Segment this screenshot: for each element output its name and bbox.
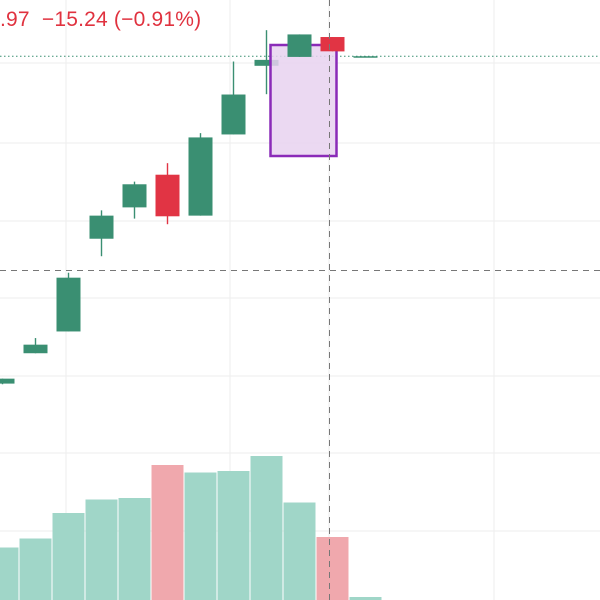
- volume-bar: [316, 537, 349, 600]
- candle-body: [0, 378, 15, 384]
- volume-bar: [85, 499, 118, 600]
- volume-bar: [217, 471, 250, 600]
- volume-bar: [151, 465, 184, 600]
- volume-bar: [349, 597, 382, 600]
- ohlc-legend: .97 −15.24 (−0.91%): [0, 8, 202, 31]
- volume-bars: [0, 456, 382, 600]
- volume-bar: [0, 547, 19, 600]
- candle-body: [56, 277, 81, 332]
- volume-bar: [184, 472, 217, 600]
- candle-body: [254, 59, 279, 66]
- highlight-box[interactable]: [269, 34, 345, 158]
- candle-body: [89, 215, 114, 239]
- candle-body: [188, 137, 213, 216]
- selection-rectangle: [269, 43, 338, 158]
- candle-body: [287, 34, 312, 57]
- candle-body: [155, 174, 180, 217]
- candle-body: [122, 184, 147, 208]
- candle-body: [23, 344, 48, 354]
- volume-bar: [118, 498, 151, 600]
- candle-body: [353, 56, 378, 58]
- volume-bar: [52, 513, 85, 600]
- volume-bar: [283, 502, 316, 600]
- candle-body: [221, 94, 246, 135]
- candle-body: [320, 37, 345, 52]
- volume-bar: [250, 456, 283, 600]
- volume-bar: [19, 538, 52, 600]
